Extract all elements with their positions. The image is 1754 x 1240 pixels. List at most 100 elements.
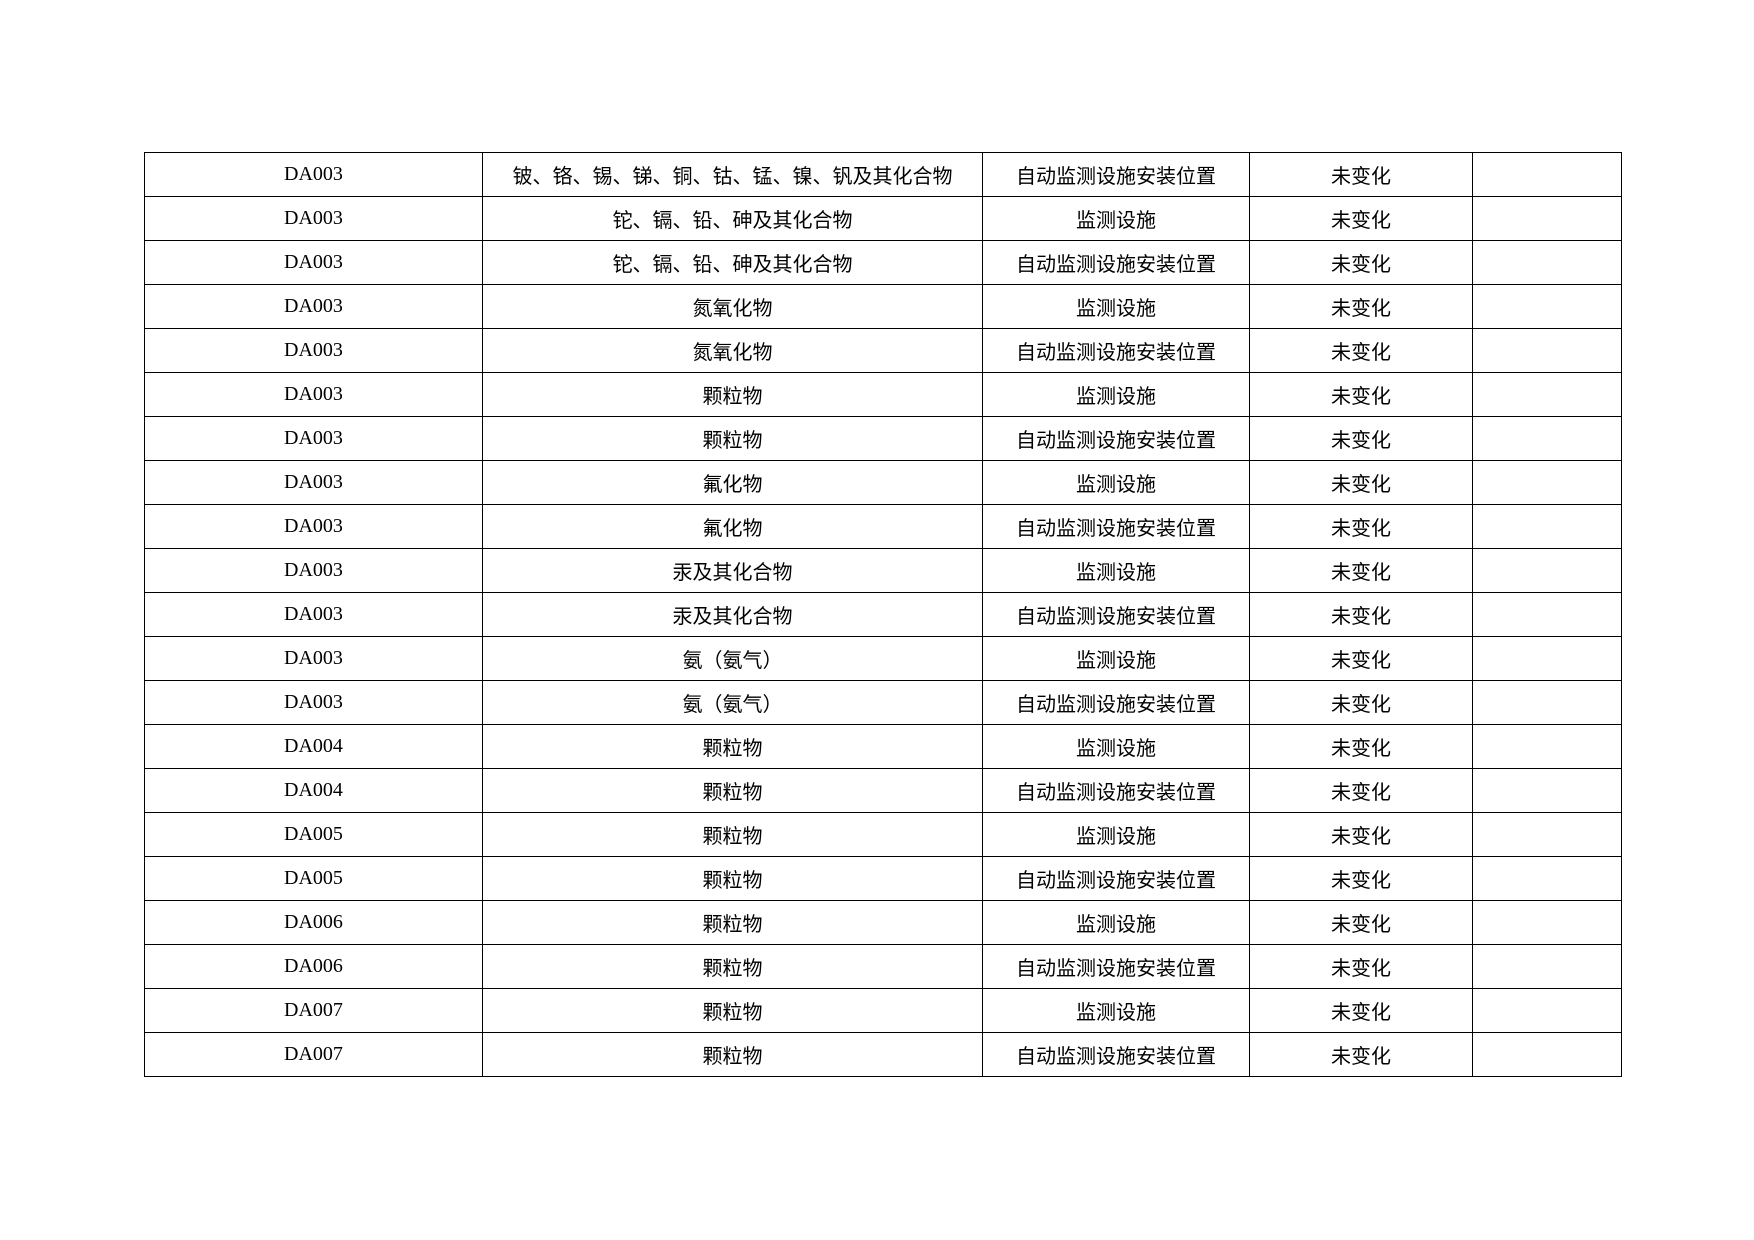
remark-cell: [1472, 548, 1622, 593]
table-row: DA003 铍、铬、锡、锑、铜、钴、锰、镍、钒及其化合物 自动监测设施安装位置 未变化: [144, 152, 1622, 197]
pollutant-cell: 颗粒物: [482, 856, 983, 901]
table-row: DA003 氨（氨气） 监测设施 未变化: [144, 636, 1622, 681]
pollutant-cell: 颗粒物: [482, 988, 983, 1033]
table-row: DA003 氮氧化物 监测设施 未变化: [144, 284, 1622, 329]
change-status-cell: 未变化: [1249, 196, 1473, 241]
monitoring-item-cell: 监测设施: [982, 284, 1250, 329]
change-status-cell: 未变化: [1249, 592, 1473, 637]
outlet-code-cell: DA004: [144, 768, 483, 813]
change-status-cell: 未变化: [1249, 856, 1473, 901]
remark-cell: [1472, 856, 1622, 901]
pollutant-cell: 铊、镉、铅、砷及其化合物: [482, 240, 983, 285]
pollutant-cell: 汞及其化合物: [482, 548, 983, 593]
change-status-cell: 未变化: [1249, 416, 1473, 461]
table-row: DA003 汞及其化合物 自动监测设施安装位置 未变化: [144, 592, 1622, 637]
change-status-cell: 未变化: [1249, 988, 1473, 1033]
outlet-code-cell: DA005: [144, 856, 483, 901]
outlet-code-cell: DA003: [144, 152, 483, 197]
change-status-cell: 未变化: [1249, 636, 1473, 681]
monitoring-item-cell: 监测设施: [982, 812, 1250, 857]
remark-cell: [1472, 636, 1622, 681]
remark-cell: [1472, 460, 1622, 505]
monitoring-item-cell: 自动监测设施安装位置: [982, 328, 1250, 373]
monitoring-item-cell: 自动监测设施安装位置: [982, 1032, 1250, 1077]
table-row: DA003 氮氧化物 自动监测设施安装位置 未变化: [144, 328, 1622, 373]
pollutant-cell: 颗粒物: [482, 812, 983, 857]
monitoring-item-cell: 自动监测设施安装位置: [982, 152, 1250, 197]
monitoring-item-cell: 自动监测设施安装位置: [982, 680, 1250, 725]
outlet-code-cell: DA003: [144, 636, 483, 681]
pollutant-cell: 氮氧化物: [482, 284, 983, 329]
remark-cell: [1472, 416, 1622, 461]
remark-cell: [1472, 900, 1622, 945]
monitoring-item-cell: 自动监测设施安装位置: [982, 504, 1250, 549]
pollutant-cell: 颗粒物: [482, 416, 983, 461]
change-status-cell: 未变化: [1249, 768, 1473, 813]
table-row: DA003 氟化物 自动监测设施安装位置 未变化: [144, 504, 1622, 549]
outlet-code-cell: DA003: [144, 460, 483, 505]
remark-cell: [1472, 944, 1622, 989]
pollutant-cell: 颗粒物: [482, 768, 983, 813]
outlet-code-cell: DA004: [144, 724, 483, 769]
outlet-code-cell: DA003: [144, 592, 483, 637]
change-status-cell: 未变化: [1249, 900, 1473, 945]
pollutant-cell: 氮氧化物: [482, 328, 983, 373]
change-status-cell: 未变化: [1249, 460, 1473, 505]
outlet-code-cell: DA006: [144, 900, 483, 945]
table-row: DA003 颗粒物 监测设施 未变化: [144, 372, 1622, 417]
table-row: DA003 颗粒物 自动监测设施安装位置 未变化: [144, 416, 1622, 461]
table-row: DA003 铊、镉、铅、砷及其化合物 监测设施 未变化: [144, 196, 1622, 241]
pollutant-cell: 氟化物: [482, 504, 983, 549]
pollutant-cell: 汞及其化合物: [482, 592, 983, 637]
outlet-code-cell: DA003: [144, 416, 483, 461]
table-row: DA007 颗粒物 监测设施 未变化: [144, 988, 1622, 1033]
change-status-cell: 未变化: [1249, 328, 1473, 373]
outlet-code-cell: DA006: [144, 944, 483, 989]
outlet-code-cell: DA003: [144, 328, 483, 373]
change-status-cell: 未变化: [1249, 372, 1473, 417]
outlet-code-cell: DA007: [144, 988, 483, 1033]
table-row: DA006 颗粒物 监测设施 未变化: [144, 900, 1622, 945]
remark-cell: [1472, 1032, 1622, 1077]
outlet-code-cell: DA003: [144, 680, 483, 725]
remark-cell: [1472, 988, 1622, 1033]
pollutant-cell: 氨（氨气）: [482, 636, 983, 681]
remark-cell: [1472, 284, 1622, 329]
change-status-cell: 未变化: [1249, 152, 1473, 197]
table-row: DA003 氟化物 监测设施 未变化: [144, 460, 1622, 505]
outlet-code-cell: DA003: [144, 240, 483, 285]
pollutant-cell: 铊、镉、铅、砷及其化合物: [482, 196, 983, 241]
monitoring-item-cell: 监测设施: [982, 460, 1250, 505]
monitoring-item-cell: 监测设施: [982, 724, 1250, 769]
remark-cell: [1472, 372, 1622, 417]
table-row: DA006 颗粒物 自动监测设施安装位置 未变化: [144, 944, 1622, 989]
remark-cell: [1472, 240, 1622, 285]
pollutant-cell: 铍、铬、锡、锑、铜、钴、锰、镍、钒及其化合物: [482, 152, 983, 197]
monitoring-item-cell: 自动监测设施安装位置: [982, 856, 1250, 901]
monitoring-item-cell: 监测设施: [982, 548, 1250, 593]
monitoring-item-cell: 自动监测设施安装位置: [982, 240, 1250, 285]
remark-cell: [1472, 768, 1622, 813]
remark-cell: [1472, 152, 1622, 197]
monitoring-item-cell: 监测设施: [982, 636, 1250, 681]
change-status-cell: 未变化: [1249, 812, 1473, 857]
monitoring-table: DA003 铍、铬、锡、锑、铜、钴、锰、镍、钒及其化合物 自动监测设施安装位置 未变化…: [144, 152, 1622, 1077]
monitoring-item-cell: 自动监测设施安装位置: [982, 416, 1250, 461]
table-row: DA004 颗粒物 自动监测设施安装位置 未变化: [144, 768, 1622, 813]
change-status-cell: 未变化: [1249, 944, 1473, 989]
outlet-code-cell: DA003: [144, 284, 483, 329]
change-status-cell: 未变化: [1249, 680, 1473, 725]
table-row: DA007 颗粒物 自动监测设施安装位置 未变化: [144, 1032, 1622, 1077]
monitoring-item-cell: 自动监测设施安装位置: [982, 768, 1250, 813]
remark-cell: [1472, 196, 1622, 241]
remark-cell: [1472, 328, 1622, 373]
pollutant-cell: 颗粒物: [482, 724, 983, 769]
monitoring-item-cell: 监测设施: [982, 372, 1250, 417]
table-row: DA005 颗粒物 监测设施 未变化: [144, 812, 1622, 857]
outlet-code-cell: DA005: [144, 812, 483, 857]
remark-cell: [1472, 680, 1622, 725]
change-status-cell: 未变化: [1249, 548, 1473, 593]
monitoring-item-cell: 监测设施: [982, 196, 1250, 241]
monitoring-item-cell: 监测设施: [982, 900, 1250, 945]
outlet-code-cell: DA007: [144, 1032, 483, 1077]
